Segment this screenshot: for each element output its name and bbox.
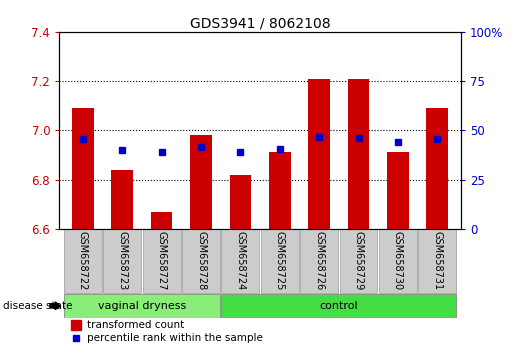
Text: transformed count: transformed count — [88, 320, 184, 330]
Title: GDS3941 / 8062108: GDS3941 / 8062108 — [190, 17, 331, 31]
Text: percentile rank within the sample: percentile rank within the sample — [88, 333, 263, 343]
Text: GSM658723: GSM658723 — [117, 231, 127, 290]
FancyBboxPatch shape — [182, 229, 220, 293]
Text: disease state: disease state — [3, 301, 72, 311]
FancyBboxPatch shape — [418, 229, 456, 293]
Text: GSM658730: GSM658730 — [393, 231, 403, 290]
Bar — [426, 108, 448, 229]
Bar — [230, 175, 251, 229]
Bar — [348, 79, 369, 229]
FancyBboxPatch shape — [64, 294, 220, 318]
FancyBboxPatch shape — [104, 229, 141, 293]
Text: GSM658727: GSM658727 — [157, 231, 167, 290]
Text: control: control — [319, 301, 358, 311]
Text: GSM658726: GSM658726 — [314, 231, 324, 290]
FancyBboxPatch shape — [379, 229, 417, 293]
Text: GSM658722: GSM658722 — [78, 231, 88, 290]
Bar — [269, 153, 290, 229]
FancyBboxPatch shape — [261, 229, 299, 293]
Bar — [72, 108, 94, 229]
Bar — [151, 212, 173, 229]
Bar — [190, 135, 212, 229]
Text: GSM658725: GSM658725 — [275, 231, 285, 290]
FancyBboxPatch shape — [221, 229, 259, 293]
FancyBboxPatch shape — [221, 294, 456, 318]
Bar — [308, 79, 330, 229]
Text: GSM658729: GSM658729 — [353, 231, 364, 290]
Text: GSM658728: GSM658728 — [196, 231, 206, 290]
Bar — [111, 170, 133, 229]
Bar — [71, 320, 81, 330]
Text: vaginal dryness: vaginal dryness — [98, 301, 186, 311]
FancyBboxPatch shape — [339, 229, 377, 293]
Text: GSM658724: GSM658724 — [235, 231, 245, 290]
Text: GSM658731: GSM658731 — [432, 231, 442, 290]
Bar — [387, 153, 409, 229]
FancyBboxPatch shape — [300, 229, 338, 293]
FancyBboxPatch shape — [64, 229, 102, 293]
FancyBboxPatch shape — [143, 229, 181, 293]
